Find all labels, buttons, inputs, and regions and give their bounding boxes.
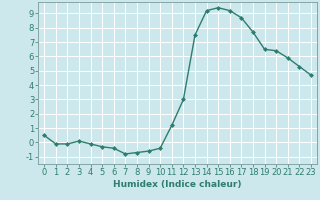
X-axis label: Humidex (Indice chaleur): Humidex (Indice chaleur) (113, 180, 242, 189)
